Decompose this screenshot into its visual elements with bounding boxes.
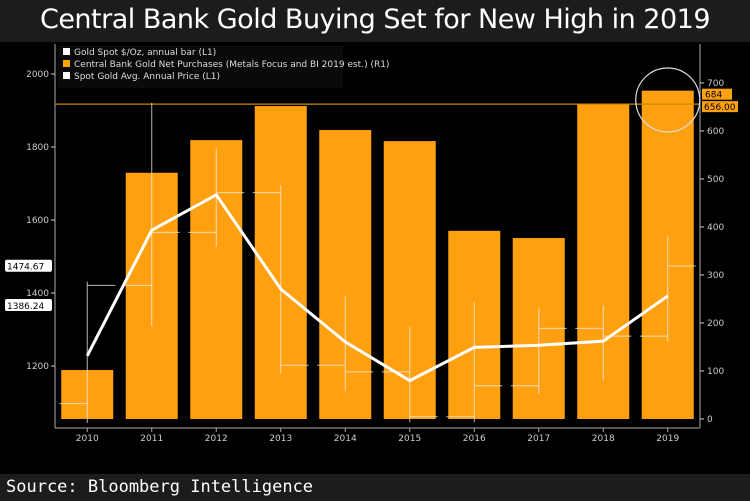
chart-title: Central Bank Gold Buying Set for New Hig… — [0, 0, 750, 42]
legend-box — [58, 46, 343, 88]
x-tick-label: 2016 — [463, 434, 486, 444]
right-tick-label: 500 — [707, 175, 724, 185]
avg-price-label: 1386.24 — [7, 302, 44, 312]
ref-line-label: 656.00 — [704, 103, 736, 113]
x-tick-label: 2011 — [140, 434, 163, 444]
avg-price-label-bg — [5, 299, 52, 312]
left-tick-label: 1400 — [26, 289, 49, 299]
left-tick-label: 2000 — [26, 70, 49, 80]
x-tick-label: 2014 — [334, 434, 357, 444]
ref-line-label-bg — [702, 101, 738, 113]
legend-label: Gold Spot $/Oz, annual bar (L1) — [74, 48, 216, 58]
last-price-label: 1474.67 — [7, 263, 44, 273]
right-tick-label: 700 — [707, 79, 724, 89]
left-tick-label: 1800 — [26, 143, 49, 153]
last-price-label-bg — [5, 259, 52, 272]
legend-swatch — [63, 60, 70, 67]
right-tick-label: 200 — [707, 319, 724, 329]
right-tick-label: 100 — [707, 367, 724, 377]
left-tick-label: 1600 — [26, 216, 49, 226]
legend-label: Central Bank Gold Net Purchases (Metals … — [74, 60, 389, 70]
x-tick-label: 2019 — [656, 434, 679, 444]
last-bar-label-bg — [702, 88, 732, 100]
chart-source: Source: Bloomberg Intelligence — [0, 474, 750, 501]
last-bar-label: 684 — [705, 91, 722, 101]
avg-price-line — [85, 192, 669, 383]
legend-swatch — [63, 72, 70, 79]
x-tick-label: 2013 — [269, 434, 292, 444]
left-tick-label: 1200 — [26, 362, 49, 372]
right-tick-label: 0 — [707, 415, 713, 425]
legend-swatch — [63, 48, 70, 55]
x-tick-label: 2010 — [76, 434, 99, 444]
highlight-circle — [635, 67, 701, 133]
x-tick-label: 2018 — [592, 434, 615, 444]
x-tick-label: 2015 — [398, 434, 421, 444]
right-tick-label: 600 — [707, 127, 724, 137]
x-tick-label: 2017 — [527, 434, 550, 444]
right-tick-label: 400 — [707, 223, 724, 233]
x-tick-label: 2012 — [205, 434, 228, 444]
right-tick-label: 300 — [707, 271, 724, 281]
legend-label: Spot Gold Avg. Annual Price (L1) — [74, 72, 220, 82]
